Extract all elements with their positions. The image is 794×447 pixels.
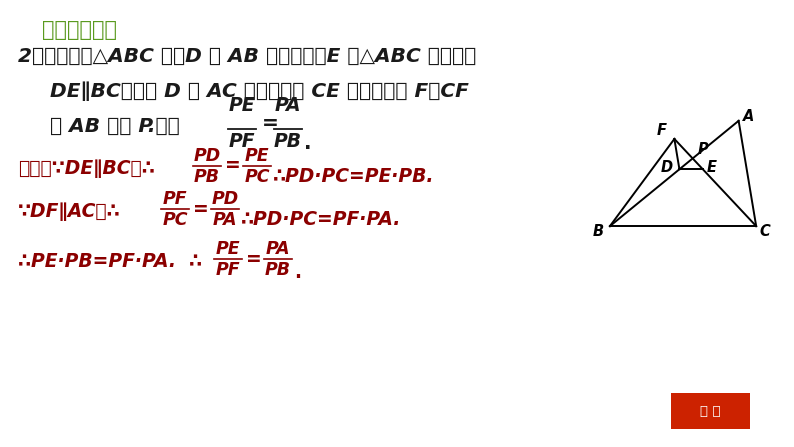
Text: =: = [246, 249, 262, 269]
Text: PD: PD [194, 147, 221, 165]
Text: PF: PF [216, 261, 241, 279]
Text: .: . [294, 263, 301, 282]
Text: PE: PE [216, 240, 241, 258]
Text: PA: PA [275, 96, 301, 115]
Text: PE: PE [229, 96, 255, 115]
Text: PD: PD [211, 190, 238, 208]
Text: 返 回: 返 回 [700, 405, 721, 418]
Text: PA: PA [266, 240, 291, 258]
Text: PF: PF [163, 190, 187, 208]
Text: PC: PC [245, 168, 270, 186]
Text: PC: PC [162, 211, 187, 229]
Text: =: = [225, 156, 241, 176]
Text: E: E [707, 160, 717, 175]
Text: .: . [304, 134, 311, 153]
Text: F: F [656, 122, 666, 138]
Text: ∵DF∥AC，∴: ∵DF∥AC，∴ [18, 202, 121, 221]
Text: 期末提分练案: 期末提分练案 [42, 20, 117, 40]
Text: PB: PB [274, 132, 302, 151]
Text: D: D [660, 160, 673, 175]
Text: B: B [592, 224, 603, 240]
Text: PE: PE [245, 147, 269, 165]
Text: =: = [262, 114, 279, 134]
Text: PA: PA [213, 211, 237, 229]
Text: PB: PB [265, 261, 291, 279]
Text: 证明：∵DE∥BC，∴: 证明：∵DE∥BC，∴ [18, 159, 155, 178]
Text: 2．如图，在△ABC 中，D 是 AB 上的一点，E 是△ABC 内一点，: 2．如图，在△ABC 中，D 是 AB 上的一点，E 是△ABC 内一点， [18, 47, 476, 66]
FancyBboxPatch shape [666, 391, 755, 431]
Text: 与 AB 交于 P.求证: 与 AB 交于 P.求证 [50, 117, 179, 136]
Text: ∴PD·PC=PF·PA.: ∴PD·PC=PF·PA. [241, 210, 402, 229]
Text: ∴PD·PC=PE·PB.: ∴PD·PC=PE·PB. [273, 167, 434, 186]
Text: PF: PF [229, 132, 255, 151]
Text: A: A [743, 109, 754, 124]
Text: DE∥BC，过点 D 作 AC 的平行线交 CE 的延长线于 F，CF: DE∥BC，过点 D 作 AC 的平行线交 CE 的延长线于 F，CF [50, 81, 469, 101]
Text: ∴PE·PB=PF·PA.  ∴: ∴PE·PB=PF·PA. ∴ [18, 252, 202, 271]
Text: P: P [697, 142, 708, 157]
Text: PB: PB [194, 168, 220, 186]
Text: =: = [193, 199, 209, 219]
Text: C: C [760, 224, 770, 240]
